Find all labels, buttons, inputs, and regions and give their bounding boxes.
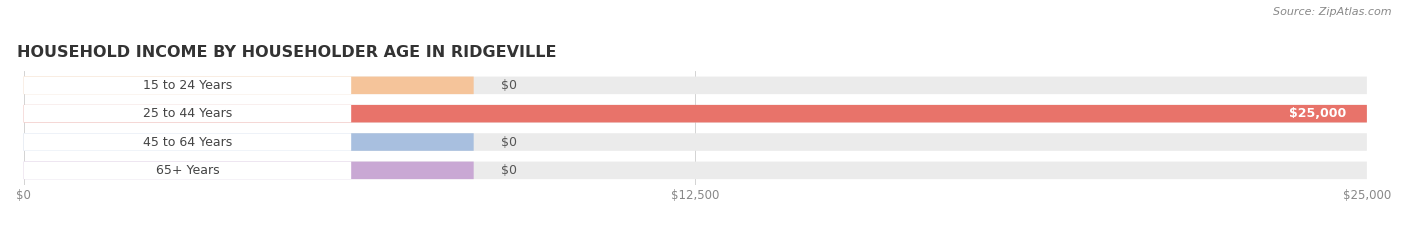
Text: 15 to 24 Years: 15 to 24 Years — [143, 79, 232, 92]
FancyBboxPatch shape — [24, 77, 1367, 94]
Text: $0: $0 — [501, 136, 516, 148]
FancyBboxPatch shape — [24, 77, 474, 94]
FancyBboxPatch shape — [24, 105, 351, 123]
Text: $0: $0 — [501, 164, 516, 177]
FancyBboxPatch shape — [24, 105, 1367, 123]
Text: Source: ZipAtlas.com: Source: ZipAtlas.com — [1274, 7, 1392, 17]
Text: 65+ Years: 65+ Years — [156, 164, 219, 177]
FancyBboxPatch shape — [24, 77, 351, 94]
Text: $0: $0 — [501, 79, 516, 92]
FancyBboxPatch shape — [24, 133, 1367, 151]
FancyBboxPatch shape — [24, 161, 1367, 179]
Text: 25 to 44 Years: 25 to 44 Years — [143, 107, 232, 120]
FancyBboxPatch shape — [24, 133, 474, 151]
Text: $25,000: $25,000 — [1289, 107, 1347, 120]
FancyBboxPatch shape — [24, 105, 1367, 123]
Text: HOUSEHOLD INCOME BY HOUSEHOLDER AGE IN RIDGEVILLE: HOUSEHOLD INCOME BY HOUSEHOLDER AGE IN R… — [17, 45, 557, 60]
FancyBboxPatch shape — [24, 161, 351, 179]
Text: 45 to 64 Years: 45 to 64 Years — [143, 136, 232, 148]
FancyBboxPatch shape — [24, 161, 474, 179]
FancyBboxPatch shape — [24, 133, 351, 151]
